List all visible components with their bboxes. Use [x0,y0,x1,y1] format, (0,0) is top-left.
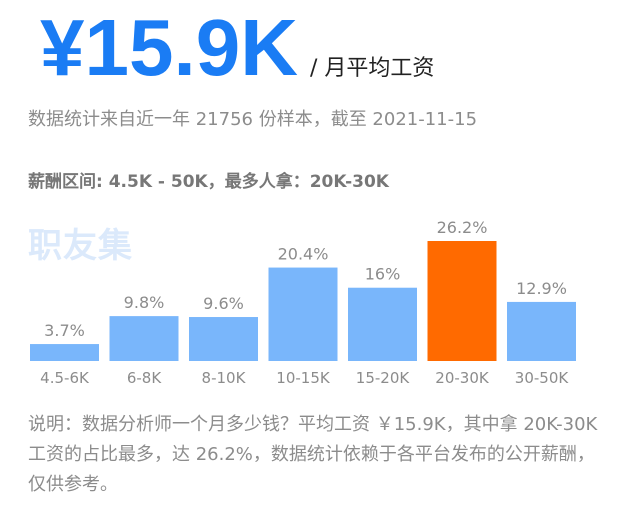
bar-4.5-6K [30,344,99,361]
category-label: 4.5-6K [40,369,90,387]
category-label: 10-15K [276,369,331,387]
salary-range-text: 薪酬区间: 4.5K - 50K，最多人拿：20K-30K [28,172,389,192]
salary-distribution-chart: 3.7% 4.5-6K 9.8% 6-8K 9.6% 8-10K 20.4% 10-15K 16… [30,218,576,387]
bar-value-label: 20.4% [278,245,329,264]
average-salary-value: ¥15.9K [40,3,298,92]
bar-value-label: 26.2% [437,218,488,237]
category-label: 30-50K [515,369,570,387]
bar-value-label: 9.6% [203,294,244,313]
bar-value-label: 16% [365,265,401,284]
category-label: 6-8K [127,369,162,387]
bar-value-label: 3.7% [44,321,85,340]
category-label: 15-20K [356,369,411,387]
category-label: 8-10K [202,369,247,387]
average-salary-unit: / 月平均工资 [310,56,435,81]
explanation-note: 说明：数据分析师一个月多少钱？平均工资 ￥15.9K，其中拿 20K-30K 工… [28,414,598,495]
bar-20-30K [427,241,497,361]
bar-15-20K [348,287,417,361]
bar-value-label: 12.9% [516,279,567,298]
bar-6-8K [109,316,179,361]
bar-value-label: 9.8% [124,293,165,312]
bar-30-50K [507,301,576,361]
watermark-logo: 职友集 [28,226,133,266]
bar-10-15K [268,267,338,361]
bar-8-10K [189,317,258,361]
sample-stats-text: 数据统计来自近一年 21756 份样本，截至 2021-11-15 [28,109,478,130]
category-label: 20-30K [435,369,490,387]
